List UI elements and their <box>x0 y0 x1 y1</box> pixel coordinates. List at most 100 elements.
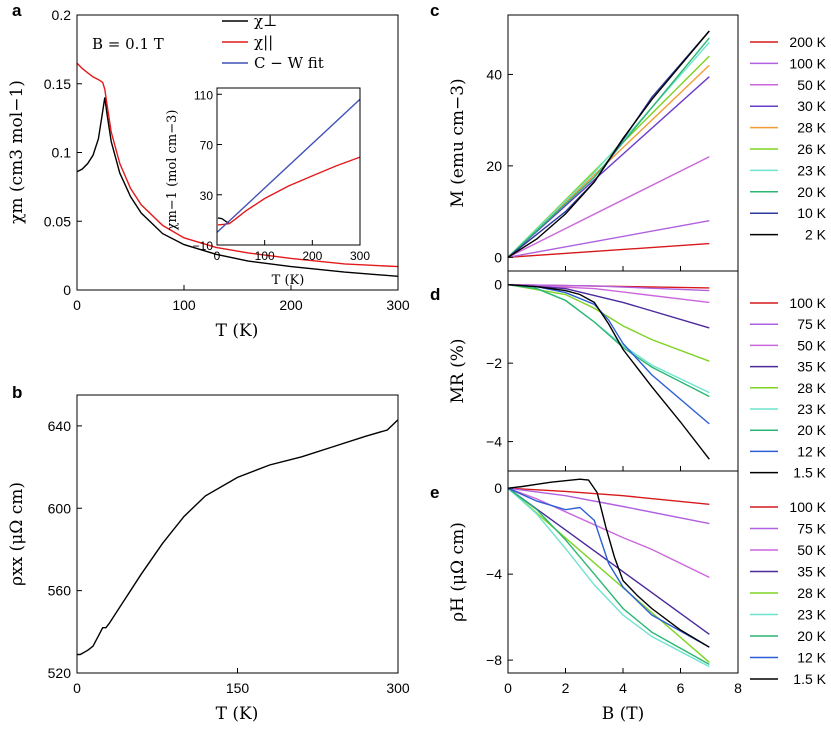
legend-label: 100 K <box>789 295 826 311</box>
panel-letter: e <box>430 483 439 502</box>
series-line <box>507 284 710 425</box>
legend-label: 1.5 K <box>793 465 826 481</box>
y-tick-label: −8 <box>486 652 502 668</box>
legend-label: 100 K <box>789 55 826 71</box>
x-axis-label: T (K) <box>216 704 259 724</box>
legend-label: χ⊥ <box>254 12 277 30</box>
y-tick-label: 0 <box>494 277 502 293</box>
legend-label: 28 K <box>797 380 826 396</box>
series-line <box>507 487 710 505</box>
y-tick-label: 0.1 <box>52 145 72 161</box>
series-line <box>507 30 710 258</box>
x-tick-label: 300 <box>386 297 410 313</box>
x-tick-label: 2 <box>562 680 570 696</box>
legend-label: 12 K <box>797 443 826 459</box>
y-tick-label: −2 <box>486 355 502 371</box>
y-tick-label: 520 <box>48 665 72 681</box>
legend-label: C − W fit <box>254 54 324 72</box>
y-tick-label: 0.05 <box>44 213 71 229</box>
series-line <box>507 284 710 292</box>
y-tick-label: 0 <box>494 249 502 265</box>
series-line <box>507 284 710 394</box>
series-line <box>76 62 399 268</box>
panel-c: 0 20 40 M (emu cm−3) c 200 K 100 K 50 K 30 K 28 K… <box>430 1 827 272</box>
x-tick-label: 300 <box>386 680 410 696</box>
series-line <box>507 487 710 668</box>
y-axis-label: M (emu cm−3) <box>448 78 468 207</box>
y-tick-label: 110 <box>194 88 213 102</box>
legend-label: 26 K <box>797 141 826 157</box>
y-tick-label: 0.15 <box>44 76 71 92</box>
series-line <box>507 478 710 648</box>
legend-label: 2 K <box>805 227 827 243</box>
legend-label: 28 K <box>797 120 826 136</box>
legend-label: 50 K <box>797 542 826 558</box>
legend-label: 1.5 K <box>793 671 826 687</box>
x-tick-label: 200 <box>279 297 303 313</box>
legend-label: 35 K <box>797 564 826 580</box>
plot-frame <box>76 394 399 674</box>
y-tick-label: 0.2 <box>52 7 72 23</box>
legend-label: 20 K <box>797 422 826 438</box>
legend-label: 20 K <box>797 184 826 200</box>
x-tick-label: 100 <box>255 249 275 263</box>
x-axis-label: T (K) <box>216 321 259 341</box>
y-axis-label: ρxx (μΩ cm) <box>7 482 27 586</box>
series-line <box>507 76 710 258</box>
series-line <box>77 419 399 656</box>
panel-letter: a <box>12 1 22 20</box>
panel-letter: b <box>12 383 22 402</box>
series-line <box>507 284 710 460</box>
legend-label: 100 K <box>789 499 826 515</box>
y-tick-label: −4 <box>486 434 502 450</box>
legend-label: χ|| <box>254 33 273 51</box>
series-line <box>507 487 710 525</box>
x-tick-label: 0 <box>73 680 81 696</box>
legend-label: 200 K <box>789 34 826 50</box>
series-line <box>507 284 710 398</box>
legend-label: 20 K <box>797 628 826 644</box>
x-tick-label: 4 <box>619 680 627 696</box>
y-tick-label: 0 <box>494 480 502 496</box>
x-tick-label: 300 <box>350 249 370 263</box>
inset-x-axis-label: T (K) <box>272 273 305 288</box>
series-line <box>76 97 399 277</box>
y-tick-label: 0 <box>63 282 71 298</box>
series-line <box>507 487 710 648</box>
y-axis-label: MR (%) <box>448 338 468 403</box>
legend-label: 10 K <box>797 205 826 221</box>
series-line <box>507 220 710 258</box>
panel-e: 0 2 4 6 8 B (T) 0 −4 −8 ρH (μΩ cm) e 100 K 75 K 50 K 3… <box>430 470 827 724</box>
series-line <box>507 242 710 258</box>
series-line <box>507 487 710 579</box>
series-line <box>507 284 710 362</box>
legend-label: 75 K <box>797 316 826 332</box>
x-tick-label: 150 <box>226 680 250 696</box>
legend-label: 50 K <box>797 77 826 93</box>
legend-label: 23 K <box>797 162 826 178</box>
x-tick-label: 6 <box>677 680 685 696</box>
y-tick-label: 560 <box>48 583 72 599</box>
legend-label: 50 K <box>797 337 826 353</box>
inset-plot: 0 100 200 300 −10 30 70 110 T (K) χm−1 (mol cm−3) <box>165 87 370 288</box>
series-line <box>507 37 710 258</box>
legend-label: 23 K <box>797 401 826 417</box>
y-tick-label: 600 <box>48 500 72 516</box>
y-tick-label: 30 <box>200 189 214 203</box>
x-tick-label: 0 <box>504 680 512 696</box>
y-tick-label: −4 <box>486 566 502 582</box>
y-tick-label: −10 <box>193 239 214 253</box>
x-axis-label: B (T) <box>602 704 645 724</box>
series-line <box>507 487 710 635</box>
x-tick-label: 200 <box>302 249 322 263</box>
series-line <box>507 30 710 258</box>
legend-label: 75 K <box>797 521 826 537</box>
legend-label: 23 K <box>797 607 826 623</box>
y-tick-label: 20 <box>486 158 502 174</box>
inset-series-line <box>217 156 361 226</box>
legend-label: 35 K <box>797 359 826 375</box>
inset-frame <box>216 87 361 246</box>
legend-label: 30 K <box>797 98 826 114</box>
inset-series-line <box>216 98 361 233</box>
